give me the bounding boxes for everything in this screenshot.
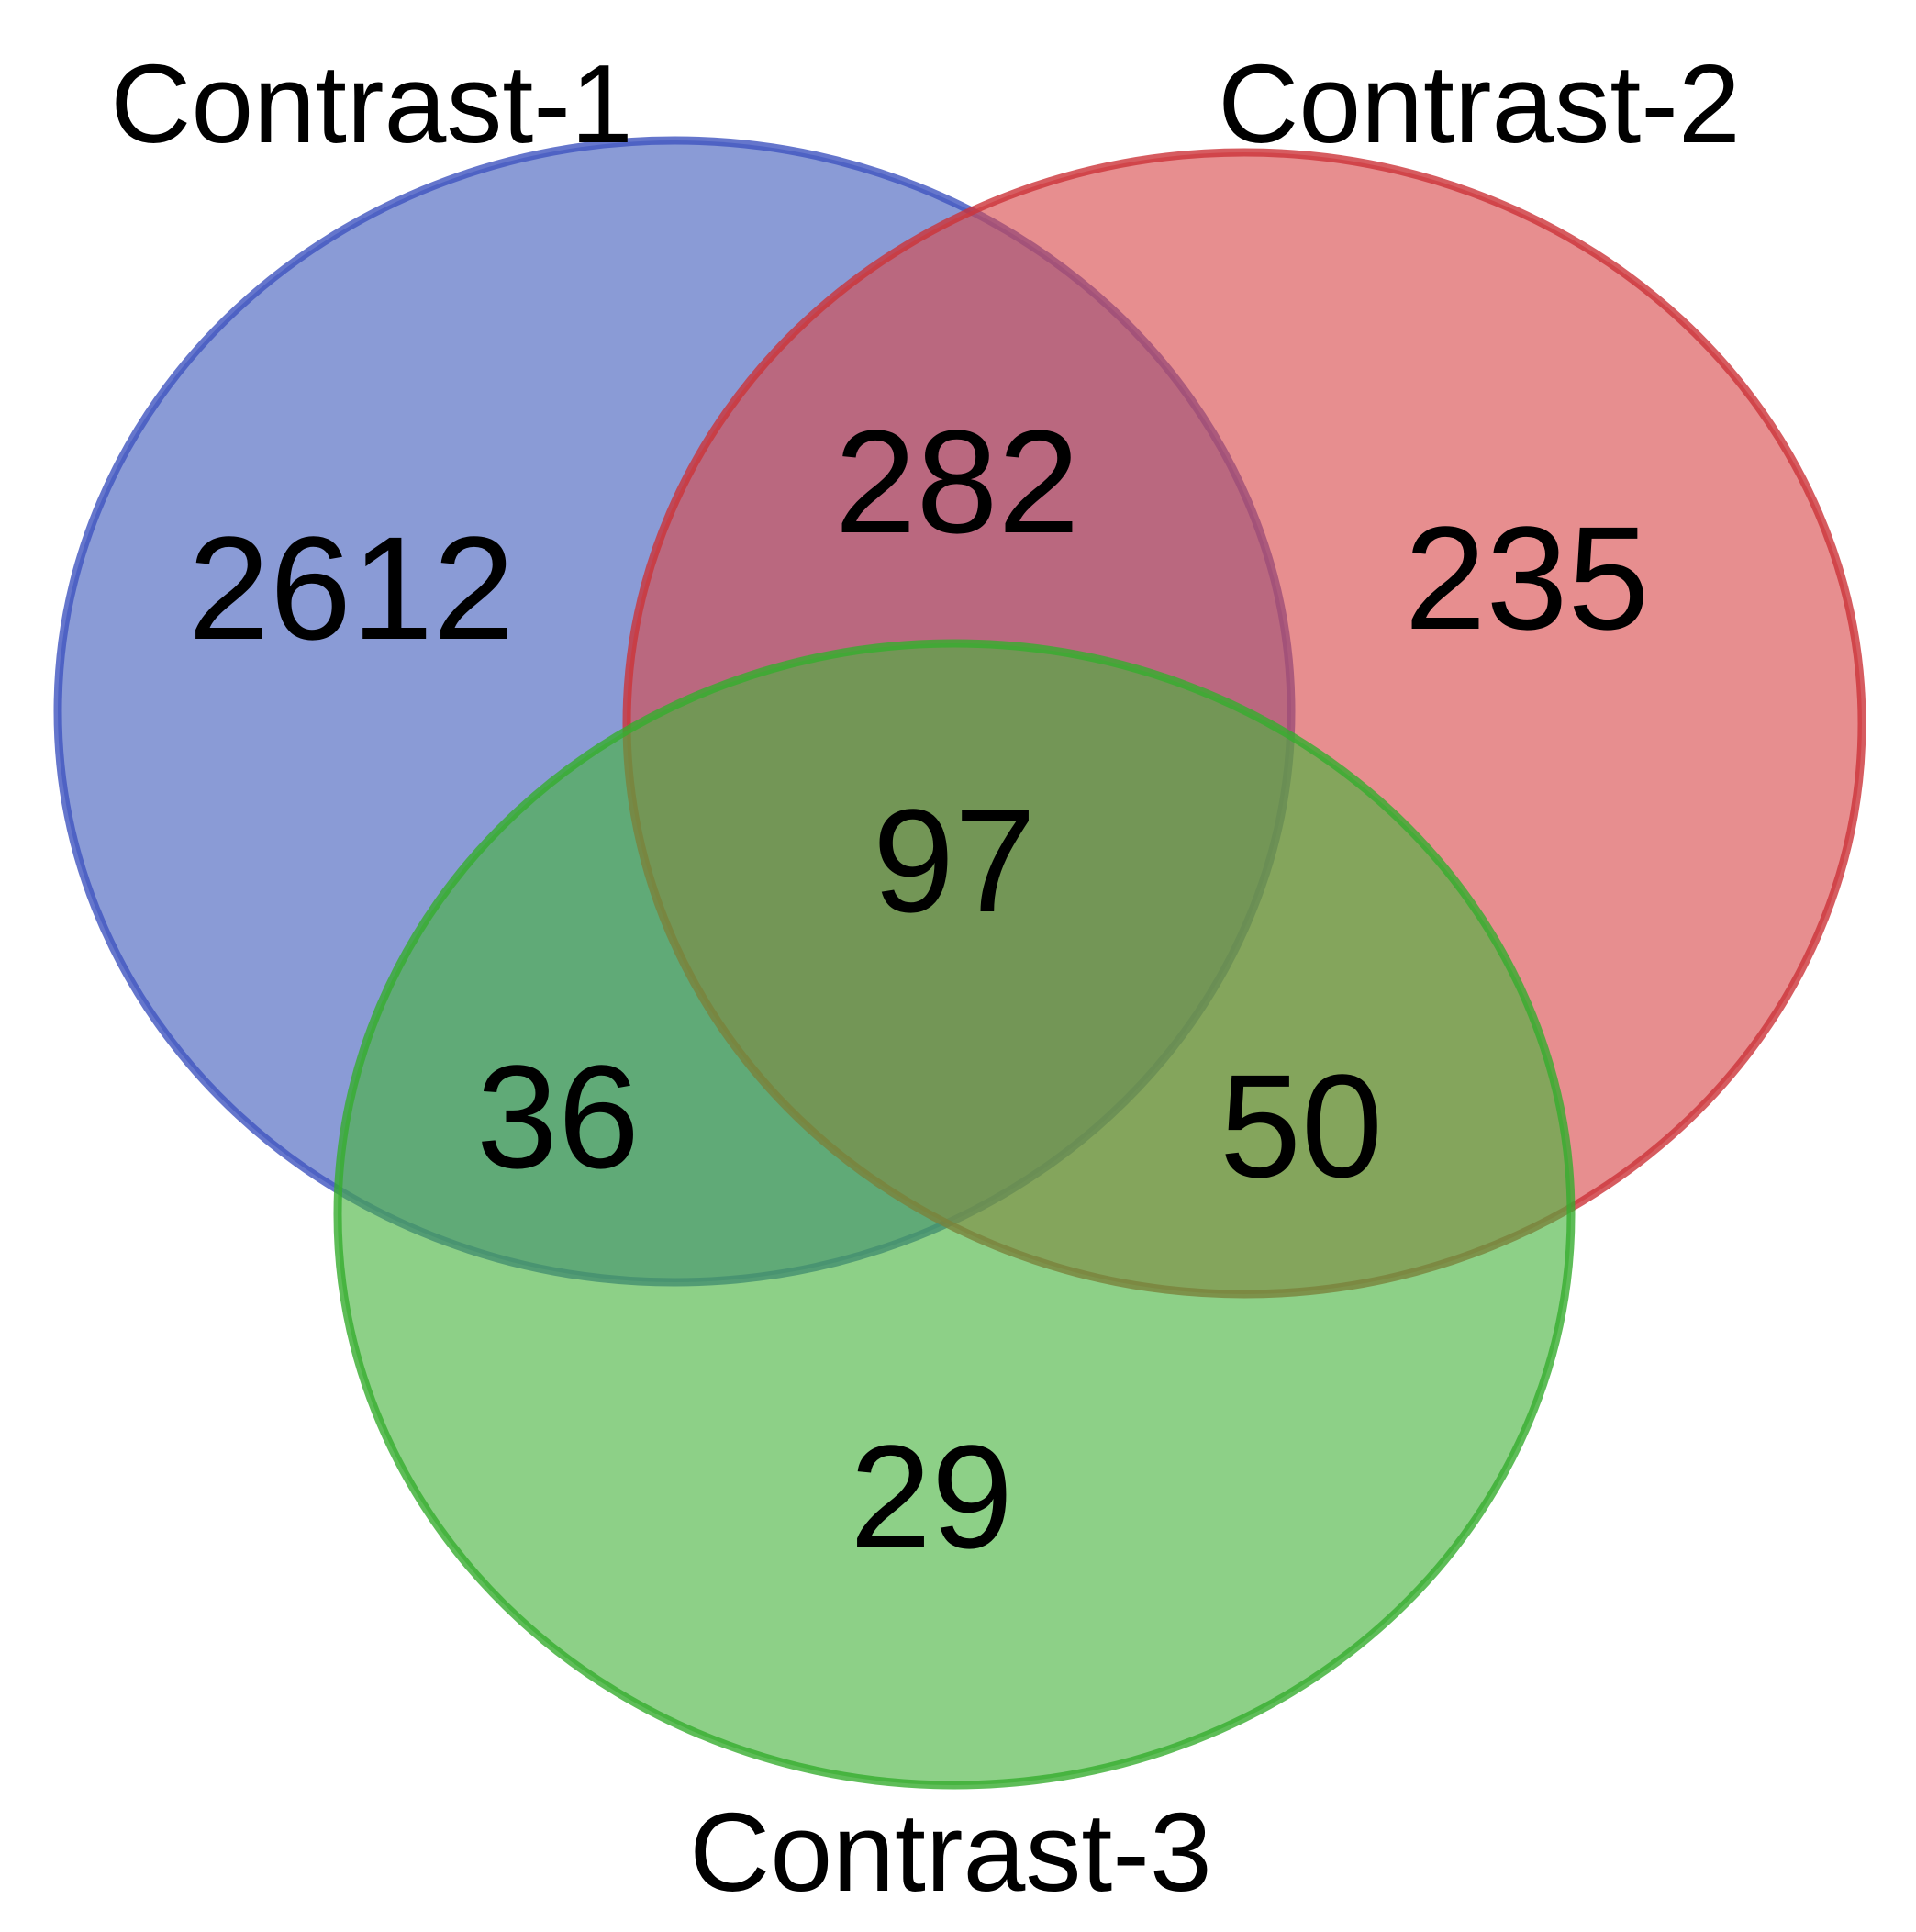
count-contrast-3-only: 29 — [850, 1414, 1013, 1579]
count-contrast-2-only: 235 — [1405, 496, 1650, 660]
set-label-contrast-1: Contrast-1 — [110, 41, 633, 166]
set-label-contrast-2: Contrast-2 — [1218, 41, 1741, 166]
count-all-three: 97 — [873, 778, 1036, 943]
count-contrast-1-and-2: 282 — [835, 399, 1080, 564]
set-label-contrast-3: Contrast-3 — [689, 1790, 1212, 1915]
count-contrast-1-only: 2612 — [188, 506, 515, 670]
set-circle-contrast-3 — [333, 639, 1576, 1790]
count-contrast-1-and-3: 36 — [476, 1034, 640, 1199]
count-contrast-2-and-3: 50 — [1220, 1044, 1383, 1208]
